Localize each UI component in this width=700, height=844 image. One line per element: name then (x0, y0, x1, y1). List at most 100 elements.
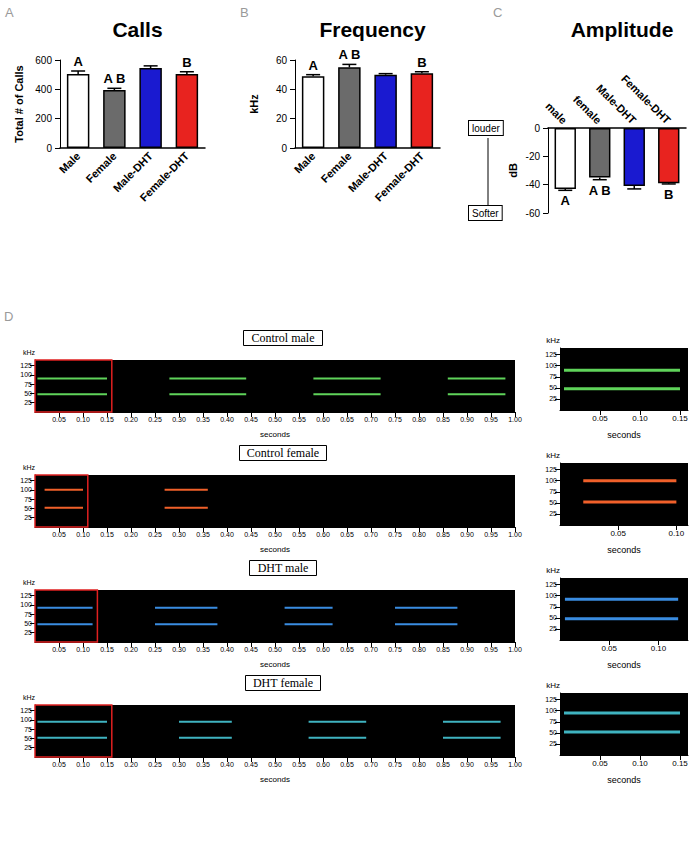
svg-text:Female-DHT: Female-DHT (137, 150, 191, 204)
svg-text:0.10: 0.10 (669, 529, 685, 538)
svg-text:Male: Male (292, 150, 318, 176)
svg-text:125: 125 (20, 477, 32, 484)
svg-text:0.05: 0.05 (52, 531, 66, 538)
svg-text:0.40: 0.40 (220, 761, 234, 768)
svg-text:A B: A B (338, 47, 360, 62)
svg-text:0.10: 0.10 (632, 759, 648, 768)
svg-text:A B: A B (103, 71, 125, 86)
svg-text:0.25: 0.25 (148, 416, 162, 423)
svg-text:B: B (664, 187, 673, 202)
svg-text:125: 125 (20, 362, 32, 369)
svg-text:-20: -20 (526, 151, 541, 162)
svg-text:125: 125 (545, 466, 557, 473)
svg-text:0.20: 0.20 (124, 761, 138, 768)
svg-text:B: B (182, 55, 191, 70)
svg-text:dB: dB (507, 163, 519, 178)
svg-text:0.70: 0.70 (364, 416, 378, 423)
svg-text:0.85: 0.85 (436, 646, 450, 653)
svg-text:0.30: 0.30 (172, 646, 186, 653)
svg-text:0.05: 0.05 (601, 644, 617, 653)
svg-text:50: 50 (24, 505, 32, 512)
svg-text:0.60: 0.60 (316, 646, 330, 653)
svg-text:20: 20 (276, 113, 288, 124)
svg-text:-60: -60 (526, 208, 541, 219)
svg-text:50: 50 (549, 614, 557, 621)
svg-text:0.05: 0.05 (592, 759, 608, 768)
svg-text:0.45: 0.45 (244, 646, 258, 653)
svg-text:0.80: 0.80 (412, 531, 426, 538)
svg-text:Frequency: Frequency (319, 18, 426, 41)
svg-text:0.40: 0.40 (220, 416, 234, 423)
svg-text:0.90: 0.90 (460, 761, 474, 768)
svg-text:0.20: 0.20 (124, 646, 138, 653)
svg-text:25: 25 (24, 744, 32, 751)
svg-text:0.30: 0.30 (172, 761, 186, 768)
svg-text:125: 125 (545, 696, 557, 703)
svg-text:0.25: 0.25 (148, 531, 162, 538)
svg-text:75: 75 (549, 603, 557, 610)
svg-text:125: 125 (545, 581, 557, 588)
svg-text:Female: Female (318, 150, 353, 185)
svg-text:kHz: kHz (23, 349, 36, 356)
svg-text:0.35: 0.35 (196, 761, 210, 768)
svg-text:kHz: kHz (23, 579, 36, 586)
svg-text:75: 75 (24, 611, 32, 618)
svg-text:0.55: 0.55 (292, 646, 306, 653)
svg-text:125: 125 (545, 351, 557, 358)
svg-text:louder: louder (472, 123, 500, 134)
svg-text:seconds: seconds (607, 775, 641, 785)
svg-text:0.75: 0.75 (388, 646, 402, 653)
svg-text:1.00: 1.00 (508, 531, 522, 538)
svg-text:kHz: kHz (546, 566, 560, 575)
svg-text:male: male (543, 100, 569, 126)
svg-text:125: 125 (20, 592, 32, 599)
svg-text:100: 100 (545, 707, 557, 714)
svg-text:A: A (5, 5, 14, 20)
svg-text:75: 75 (24, 381, 32, 388)
svg-text:0.85: 0.85 (436, 416, 450, 423)
svg-text:0.05: 0.05 (592, 414, 608, 423)
svg-text:50: 50 (24, 390, 32, 397)
svg-text:0.40: 0.40 (220, 646, 234, 653)
svg-text:A B: A B (589, 183, 611, 198)
svg-text:0.80: 0.80 (412, 416, 426, 423)
svg-text:1.00: 1.00 (508, 646, 522, 653)
svg-text:0.95: 0.95 (484, 646, 498, 653)
svg-text:0.90: 0.90 (460, 416, 474, 423)
svg-text:0.95: 0.95 (484, 761, 498, 768)
svg-text:0.25: 0.25 (148, 646, 162, 653)
svg-text:kHz: kHz (546, 451, 560, 460)
svg-text:A: A (561, 193, 571, 208)
svg-text:0.50: 0.50 (268, 531, 282, 538)
svg-text:0.90: 0.90 (460, 646, 474, 653)
svg-text:50: 50 (549, 384, 557, 391)
svg-text:0.50: 0.50 (268, 646, 282, 653)
svg-text:Female: Female (83, 150, 118, 185)
svg-text:0.65: 0.65 (340, 646, 354, 653)
svg-text:0.85: 0.85 (436, 761, 450, 768)
svg-text:DHT male: DHT male (258, 561, 309, 575)
svg-text:Male: Male (57, 150, 83, 176)
svg-text:100: 100 (20, 371, 32, 378)
svg-text:25: 25 (24, 629, 32, 636)
svg-text:100: 100 (20, 601, 32, 608)
svg-text:seconds: seconds (260, 545, 290, 554)
svg-text:kHz: kHz (23, 694, 36, 701)
svg-text:0.15: 0.15 (100, 416, 114, 423)
svg-text:0.70: 0.70 (364, 761, 378, 768)
svg-text:0.15: 0.15 (100, 646, 114, 653)
svg-text:25: 25 (549, 395, 557, 402)
svg-text:125: 125 (20, 707, 32, 714)
svg-text:0.75: 0.75 (388, 531, 402, 538)
svg-text:0.05: 0.05 (52, 646, 66, 653)
svg-text:200: 200 (35, 113, 52, 124)
svg-text:0.45: 0.45 (244, 531, 258, 538)
svg-text:100: 100 (20, 716, 32, 723)
svg-text:seconds: seconds (607, 660, 641, 670)
svg-text:0.45: 0.45 (244, 416, 258, 423)
svg-text:0.25: 0.25 (148, 761, 162, 768)
svg-text:0.10: 0.10 (651, 644, 667, 653)
svg-text:0.65: 0.65 (340, 761, 354, 768)
svg-text:Female-DHT: Female-DHT (619, 72, 673, 126)
svg-text:-40: -40 (526, 179, 541, 190)
